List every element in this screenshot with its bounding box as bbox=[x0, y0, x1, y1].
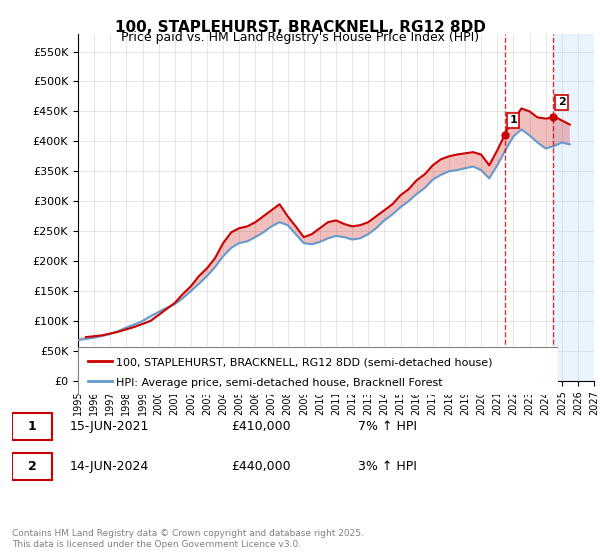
Text: 15-JUN-2021: 15-JUN-2021 bbox=[70, 420, 149, 433]
Text: 100, STAPLEHURST, BRACKNELL, RG12 8DD (semi-detached house): 100, STAPLEHURST, BRACKNELL, RG12 8DD (s… bbox=[116, 357, 493, 367]
Bar bbox=[553, 34, 594, 381]
FancyBboxPatch shape bbox=[12, 413, 52, 440]
Text: 1: 1 bbox=[509, 115, 517, 125]
Text: Price paid vs. HM Land Registry's House Price Index (HPI): Price paid vs. HM Land Registry's House … bbox=[121, 31, 479, 44]
Text: 3% ↑ HPI: 3% ↑ HPI bbox=[358, 460, 416, 473]
Text: 1: 1 bbox=[28, 420, 37, 433]
FancyBboxPatch shape bbox=[12, 454, 52, 480]
FancyBboxPatch shape bbox=[78, 347, 558, 395]
Text: HPI: Average price, semi-detached house, Bracknell Forest: HPI: Average price, semi-detached house,… bbox=[116, 379, 443, 389]
Text: Contains HM Land Registry data © Crown copyright and database right 2025.
This d: Contains HM Land Registry data © Crown c… bbox=[12, 529, 364, 549]
Text: 7% ↑ HPI: 7% ↑ HPI bbox=[358, 420, 416, 433]
Text: £410,000: £410,000 bbox=[231, 420, 290, 433]
Text: 2: 2 bbox=[558, 97, 565, 108]
Text: 2: 2 bbox=[28, 460, 37, 473]
Text: 100, STAPLEHURST, BRACKNELL, RG12 8DD: 100, STAPLEHURST, BRACKNELL, RG12 8DD bbox=[115, 20, 485, 35]
Text: £440,000: £440,000 bbox=[231, 460, 290, 473]
Text: 14-JUN-2024: 14-JUN-2024 bbox=[70, 460, 149, 473]
